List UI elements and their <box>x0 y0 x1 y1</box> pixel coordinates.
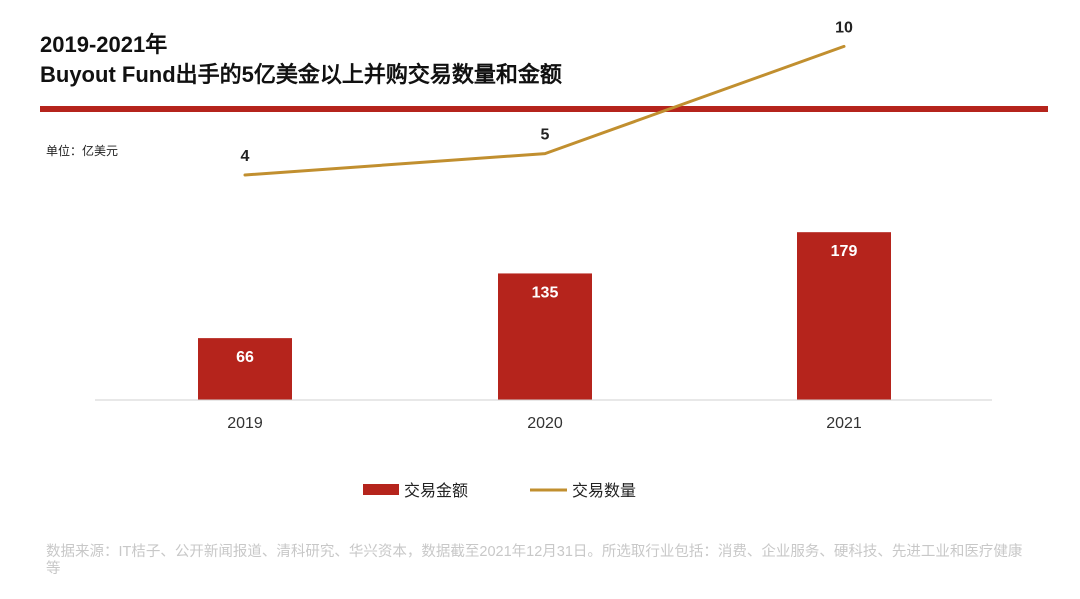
bar-label-2021: 179 <box>831 243 858 260</box>
legend-swatch-amount <box>363 484 399 495</box>
legend-label-amount: 交易金额 <box>404 482 468 500</box>
legend-label-count: 交易数量 <box>572 482 636 500</box>
bar-label-2020: 135 <box>532 284 559 301</box>
combo-chart: 66 135 179 2019 2020 2021 4 5 10 交易金额 交易数量 <box>95 19 992 500</box>
line-series-count <box>243 44 846 177</box>
bar-2021 <box>797 232 891 400</box>
title-line-1: 2019-2021年 <box>40 32 168 57</box>
chart-title: 2019-2021年 Buyout Fund出手的5亿美金以上并购交易数量和金额 <box>40 30 562 90</box>
bar-2019 <box>198 338 292 400</box>
x-tick-label-2019: 2019 <box>227 415 263 432</box>
title-divider <box>40 106 1048 112</box>
x-tick-label-2021: 2021 <box>826 415 862 432</box>
x-tick-label-2020: 2020 <box>527 415 563 432</box>
line-label-2021: 10 <box>835 19 853 36</box>
source-note: 数据来源：IT桔子、公开新闻报道、清科研究、华兴资本，数据截至2021年12月3… <box>46 544 1023 577</box>
line-label-2019: 4 <box>241 148 250 165</box>
unit-label: 单位：亿美元 <box>46 144 119 158</box>
title-line-2: Buyout Fund出手的5亿美金以上并购交易数量和金额 <box>40 62 562 87</box>
line-label-2020: 5 <box>541 127 550 144</box>
bar-2020 <box>498 273 592 400</box>
bar-label-2019: 66 <box>236 349 254 366</box>
